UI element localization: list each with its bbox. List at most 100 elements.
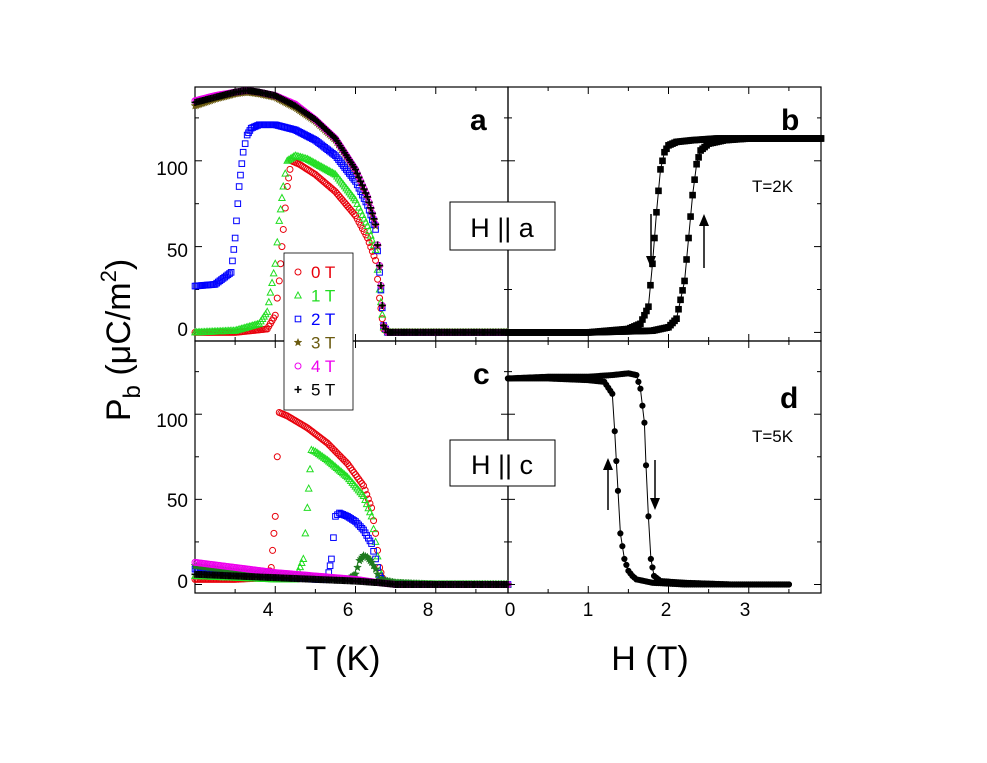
data-point-c-1-88 [332, 463, 341, 472]
data-point-c-0-51 [271, 512, 279, 520]
data-point-c-1-102 [354, 485, 363, 494]
data-point-a-5-106 [357, 177, 365, 185]
data-point-a-5-111 [365, 198, 373, 206]
data-point-c-2-109 [368, 540, 375, 547]
data-point-a-1-110 [368, 235, 377, 244]
data-point-d-0-53 [611, 428, 618, 435]
h-parallel-c-box [449, 439, 556, 487]
data-point-a-1-109 [366, 231, 375, 239]
data-point-c-3-111 [369, 561, 379, 570]
data-point-c-0-97 [343, 460, 351, 468]
data-point-c-1-111 [369, 524, 378, 533]
data-point-a-5-118 [377, 282, 385, 290]
data-point-c-1-81 [321, 454, 330, 462]
legend-label-0: 0 T [311, 263, 335, 282]
data-point-a-0-111 [368, 247, 376, 255]
data-point-c-1-71 [304, 484, 313, 492]
data-point-c-1-94 [341, 471, 350, 479]
data-point-c-2-84 [326, 562, 334, 570]
data-point-d-1-69 [642, 462, 650, 469]
data-point-c-1-82 [323, 455, 332, 464]
data-point-c-2-87 [332, 513, 339, 520]
data-point-c-0-105 [356, 477, 364, 485]
data-point-c-5-195 [504, 580, 512, 588]
data-point-c-1-72 [306, 464, 315, 473]
data-point-c-1-67 [297, 558, 306, 567]
data-point-b-0-70 [645, 303, 652, 310]
data-point-a-1-108 [365, 226, 374, 234]
data-point-d-0-59 [623, 561, 630, 569]
data-point-d-1-64 [633, 371, 640, 379]
data-point-c-0-102 [352, 471, 360, 479]
data-point-c-1-91 [337, 467, 346, 475]
data-point-c-1-90 [335, 466, 344, 474]
data-point-a-1-55 [279, 181, 288, 190]
data-point-c-1-84 [326, 458, 335, 466]
data-point-a-1-72 [308, 157, 317, 165]
xlabel-left: T (K) [306, 640, 381, 678]
data-point-b-0-77 [659, 157, 666, 165]
xtick-d-3: 3 [740, 600, 751, 621]
legend-label-4: 4 T [311, 357, 335, 376]
data-point-a-0-55 [279, 225, 287, 233]
legend-marker-0 [294, 268, 302, 276]
data-point-a-2-118 [376, 269, 383, 276]
data-point-a-0-59 [286, 165, 294, 173]
data-point-c-1-89 [334, 464, 343, 473]
data-point-c-1-70 [303, 503, 312, 511]
data-point-a-0-52 [275, 277, 283, 285]
data-point-a-1-107 [363, 221, 372, 230]
data-point-c-2-85 [328, 555, 335, 563]
panel-label-d: d [780, 382, 798, 415]
data-point-a-1-60 [288, 153, 297, 161]
xtick-c-8: 8 [423, 600, 434, 621]
data-point-b-0-71 [647, 281, 654, 289]
data-point-a-5-116 [374, 241, 382, 249]
data-point-c-1-106 [361, 495, 370, 504]
data-point-c-1-93 [340, 470, 349, 478]
data-point-c-0-101 [350, 468, 358, 476]
data-point-c-1-101 [353, 483, 362, 492]
ylabel-unit: (μC/m [100, 282, 138, 385]
legend-label-1: 1 T [311, 287, 335, 306]
data-point-b-1-92 [689, 191, 696, 199]
data-point-a-1-73 [309, 157, 318, 166]
data-point-a-1-81 [322, 164, 331, 173]
legend-marker-4 [294, 362, 302, 370]
data-point-a-2-29 [235, 183, 243, 190]
data-point-a-2-33 [241, 140, 249, 147]
data-point-a-2-26 [231, 234, 239, 242]
data-point-a-0-51 [273, 294, 281, 302]
data-point-b-1-86 [677, 296, 684, 304]
ytick-a-100: 100 [156, 159, 188, 180]
data-point-a-1-75 [312, 159, 321, 168]
data-point-c-1-80 [319, 453, 329, 461]
legend-box [283, 252, 354, 411]
data-point-a-2-27 [233, 217, 240, 225]
data-point-b-1-85 [675, 305, 682, 313]
data-point-c-3-113 [373, 569, 383, 579]
data-point-c-1-96 [345, 474, 354, 483]
data-point-a-2-32 [239, 148, 247, 156]
data-point-a-1-85 [328, 168, 337, 176]
data-point-a-5-119 [378, 302, 386, 310]
data-point-c-1-77 [314, 449, 323, 458]
data-point-c-1-83 [324, 456, 333, 465]
data-point-d-0-55 [614, 487, 622, 494]
data-point-a-1-54 [277, 193, 286, 201]
panel-label-a: a [470, 104, 487, 137]
data-point-c-1-110 [367, 511, 376, 520]
data-point-c-1-73 [307, 445, 316, 453]
data-point-d-0-58 [621, 555, 628, 563]
ytick-c-0: 0 [177, 572, 188, 593]
data-point-a-1-51 [273, 237, 282, 246]
xtick-d-2: 2 [661, 600, 672, 621]
ytick-a-50: 50 [167, 241, 188, 262]
ylabel-sub: b [119, 385, 146, 398]
h-parallel-c-text: H || c [471, 450, 533, 480]
data-point-a-1-112 [371, 245, 380, 254]
data-point-c-1-95 [343, 472, 352, 481]
data-point-a-0-117 [378, 315, 386, 323]
data-point-c-0-103 [353, 473, 361, 481]
legend-label-5: 5 T [311, 381, 335, 400]
